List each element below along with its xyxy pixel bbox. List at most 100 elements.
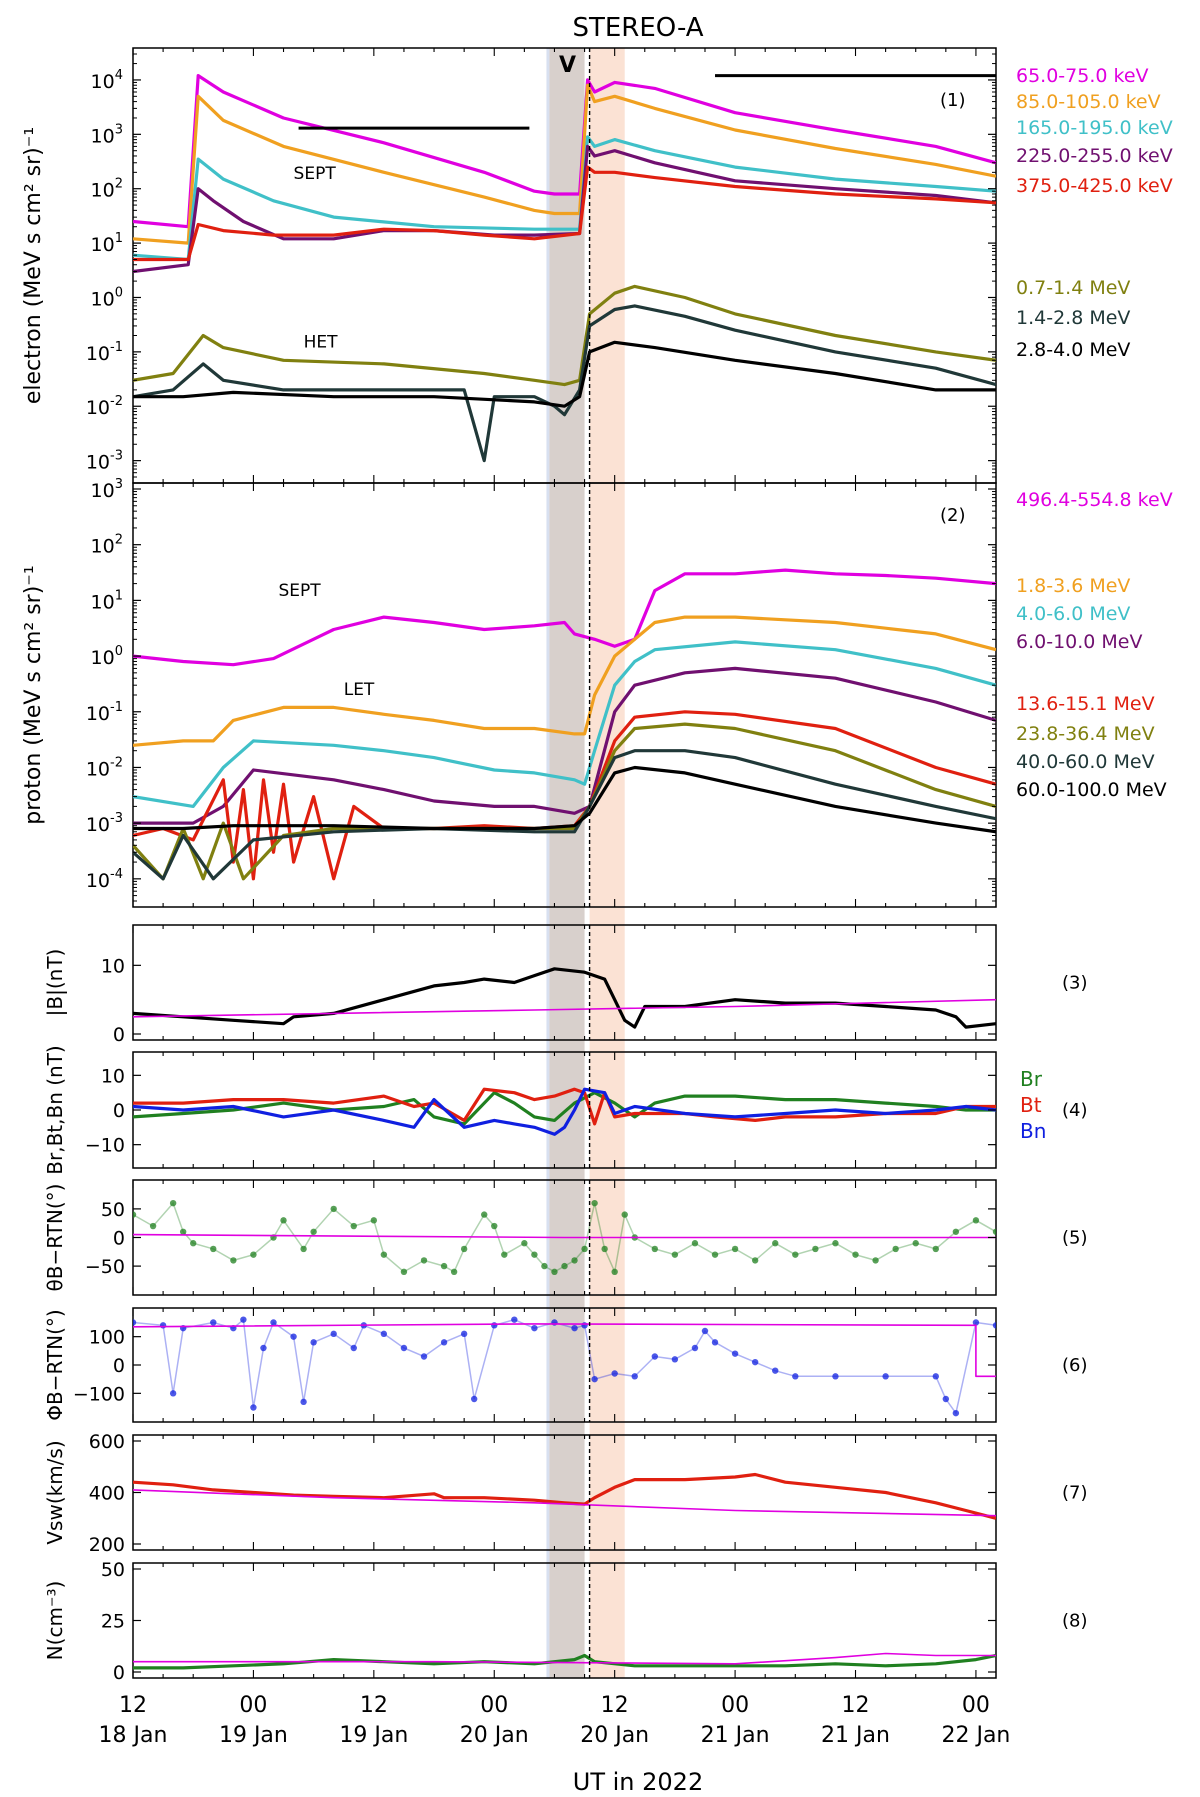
y-tick-label: 10 (101, 955, 125, 977)
data-point (872, 1257, 879, 1264)
y-tick-label: 600 (89, 1431, 125, 1453)
data-point (621, 1211, 628, 1218)
data-point (190, 1240, 197, 1247)
data-point (611, 1370, 618, 1377)
legend-entry: 4.0-6.0 MeV (1016, 603, 1130, 625)
y-tick-label: 101 (91, 231, 123, 256)
data-point (133, 1211, 137, 1218)
data-point (952, 1228, 960, 1235)
data-point (531, 1324, 538, 1332)
reference-line (133, 1652, 996, 1665)
y-tick-label: 0 (113, 1024, 125, 1046)
data-point (210, 1245, 217, 1253)
panel-7: 200 400 600 Vsw(km/s) (7) (43, 1431, 1088, 1556)
reference-line (133, 998, 996, 1018)
time-shading (546, 48, 625, 1678)
data-point (420, 1353, 428, 1360)
data-point (133, 1319, 137, 1326)
x-tick-label: 00 (962, 1693, 990, 1718)
y-axis-label: Br,Bt,Bn (nT) (43, 1045, 67, 1174)
event-arrow: V (559, 53, 576, 78)
data-point (210, 1319, 217, 1326)
y-axis-label: θB−RTN(°) (43, 1184, 67, 1292)
x-tick-label: 22 Jan (941, 1723, 1010, 1748)
y-tick-label: 25 (101, 1611, 125, 1633)
data-point (250, 1251, 257, 1258)
data-point (440, 1262, 448, 1270)
data-point (561, 1262, 568, 1270)
legend-entry: 165.0-195.0 keV (1016, 117, 1173, 139)
legend-entry: 40.0-60.0 MeV (1016, 751, 1155, 773)
annotation: SEPT (279, 581, 322, 601)
legend-entry: Bt (1020, 1093, 1042, 1117)
panel-6: −100 0 100 ΦB−RTN(°) (6) (43, 1307, 1088, 1423)
data-point (912, 1240, 919, 1247)
data-point (440, 1339, 448, 1346)
data-point (551, 1268, 558, 1276)
data-point (460, 1330, 468, 1338)
shade-gray-band (549, 48, 585, 1678)
x-tick-label: 19 Jan (219, 1723, 288, 1748)
y-tick-label: 100 (89, 1327, 125, 1349)
panel-5: −50 0 50 θB−RTN(°) (5) (43, 1179, 1088, 1296)
panel-tag: (5) (1062, 1228, 1088, 1249)
data-point (601, 1245, 608, 1253)
legend-entry: 65.0-75.0 keV (1016, 65, 1149, 87)
series-line (133, 340, 996, 408)
data-point (832, 1240, 839, 1247)
data-point (591, 1375, 598, 1383)
y-tick-label: 10-3 (86, 449, 123, 474)
data-point (932, 1245, 939, 1253)
panel-8: 0 25 50 N(cm⁻³) (8) (43, 1559, 1088, 1684)
data-point (290, 1333, 297, 1340)
panel-data (133, 1199, 996, 1276)
shade-peach-band (589, 48, 625, 1678)
data-point (380, 1330, 388, 1338)
data-point (892, 1245, 899, 1253)
data-point (400, 1344, 408, 1352)
x-tick-label: 00 (480, 1693, 508, 1718)
y-tick-label: 103 (91, 122, 123, 147)
data-point (691, 1344, 699, 1352)
data-point (731, 1350, 739, 1357)
x-tick-label: 00 (721, 1693, 749, 1718)
data-point (731, 1245, 739, 1253)
data-point (450, 1268, 458, 1276)
y-tick-label: 104 (91, 68, 123, 93)
annotation: HET (304, 333, 339, 353)
data-point (812, 1245, 819, 1253)
legend-entry: 13.6-15.1 MeV (1016, 693, 1155, 715)
data-point (330, 1330, 337, 1338)
y-tick-label: 10-2 (86, 394, 123, 419)
legend-entry: 23.8-36.4 MeV (1016, 723, 1155, 745)
panel-tag: (1) (940, 90, 966, 111)
shade-edge (546, 48, 550, 1678)
x-axis-label: UT in 2022 (573, 1768, 703, 1796)
panel-tag: (2) (940, 505, 966, 526)
data-point (330, 1205, 337, 1213)
y-tick-label: 0 (113, 1662, 125, 1684)
y-axis-label: ΦB−RTN(°) (43, 1309, 67, 1420)
data-point (571, 1257, 578, 1264)
reference-line (133, 1323, 996, 1378)
x-tick-label: 00 (239, 1693, 267, 1718)
data-point (701, 1327, 709, 1335)
legend-entry: 85.0-105.0 keV (1016, 91, 1161, 113)
data-point (631, 1373, 638, 1380)
data-point (370, 1217, 378, 1224)
legend-entry: Br (1020, 1067, 1043, 1091)
data-point (772, 1367, 779, 1374)
y-axis-label: proton (MeV s cm² sr)⁻¹ (21, 565, 46, 824)
y-tick-label: 103 (91, 477, 123, 502)
panel-data (133, 568, 996, 881)
x-tick-label: 12 (842, 1693, 870, 1718)
legend-entry: 1.4-2.8 MeV (1016, 307, 1130, 329)
x-tick-label: 12 (119, 1693, 147, 1718)
y-tick-label: 0 (113, 1100, 125, 1122)
data-point (350, 1344, 357, 1352)
data-point (481, 1211, 488, 1218)
legend-entry: 60.0-100.0 MeV (1016, 779, 1167, 801)
series-trace (133, 1201, 996, 1275)
